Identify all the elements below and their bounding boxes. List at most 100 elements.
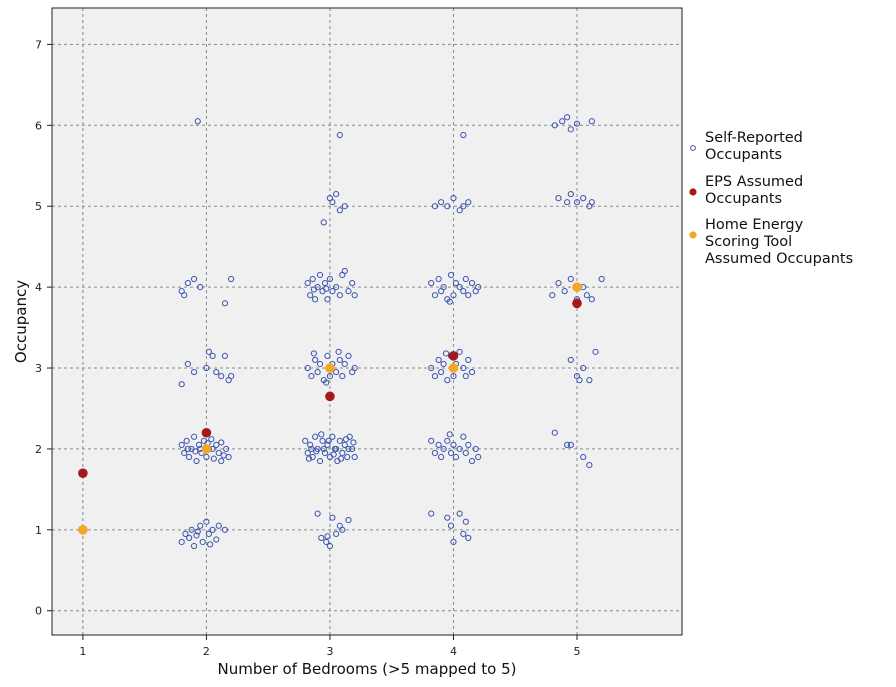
self-reported-point: [567, 126, 574, 133]
self-reported-point: [580, 453, 587, 461]
self-reported-point: [190, 275, 198, 283]
self-reported-point: [580, 195, 587, 202]
self-reported-point: [431, 373, 439, 380]
self-reported-point: [586, 462, 593, 469]
self-reported-point: [444, 377, 451, 384]
self-reported-point: [336, 292, 343, 299]
self-reported-point: [321, 279, 329, 287]
self-reported-point: [460, 530, 467, 537]
self-reported-point: [184, 360, 191, 368]
self-reported-point: [452, 279, 460, 287]
self-reported-point: [580, 364, 587, 372]
self-reported-point: [326, 542, 334, 550]
self-reported-point: [456, 510, 463, 517]
self-reported-point: [341, 360, 348, 368]
self-reported-point: [314, 510, 321, 517]
self-reported-point: [450, 373, 457, 380]
self-reported-point: [308, 373, 315, 380]
self-reported-point: [447, 449, 455, 457]
self-reported-point: [435, 441, 442, 448]
self-reported-point: [195, 441, 203, 448]
eps-assumed-point: [572, 298, 582, 309]
self-reported-point: [460, 131, 467, 139]
legend-label: Home Energy: [705, 217, 804, 233]
y-tick-label: 2: [35, 443, 42, 456]
self-reported-point: [438, 199, 445, 206]
self-reported-point: [309, 275, 316, 283]
self-reported-point: [333, 284, 340, 291]
self-reported-point: [428, 510, 435, 517]
x-axis-label: Number of Bedrooms (>5 mapped to 5): [218, 660, 517, 678]
self-reported-point: [197, 522, 204, 529]
self-reported-point: [351, 292, 358, 299]
y-tick-label: 7: [35, 38, 42, 51]
self-reported-point: [186, 534, 193, 542]
self-reported-point: [341, 203, 348, 210]
self-reported-point: [178, 538, 185, 546]
self-reported-point: [221, 352, 229, 359]
self-reported-point: [183, 437, 190, 444]
self-reported-point: [337, 455, 345, 462]
self-reported-point: [345, 445, 352, 453]
hes-assumed-point: [325, 363, 335, 373]
self-reported-point: [567, 356, 574, 364]
self-reported-point: [312, 433, 319, 440]
self-reported-point: [339, 373, 346, 380]
hes-assumed-point: [448, 363, 459, 373]
hes-assumed-point: [201, 444, 212, 454]
self-reported-point: [450, 292, 457, 299]
self-reported-point: [345, 288, 352, 295]
self-reported-point: [329, 199, 336, 206]
self-reported-point: [304, 449, 311, 457]
self-reported-point: [339, 526, 346, 533]
self-reported-point: [351, 453, 358, 461]
self-reported-point: [182, 530, 189, 537]
self-reported-point: [209, 526, 216, 533]
self-reported-point: [307, 441, 314, 448]
self-reported-point: [321, 449, 329, 457]
self-reported-point: [218, 439, 225, 446]
self-reported-point: [336, 131, 343, 139]
self-reported-point: [442, 350, 450, 357]
self-reported-point: [345, 352, 352, 359]
self-reported-point: [178, 441, 185, 448]
self-reported-point: [588, 296, 595, 303]
self-reported-point: [323, 538, 330, 546]
self-reported-point: [193, 532, 200, 539]
self-reported-point: [184, 445, 191, 453]
self-reported-point: [325, 437, 332, 444]
self-reported-point: [326, 373, 334, 380]
self-reported-point: [310, 350, 317, 357]
self-reported-point: [559, 118, 566, 125]
self-reported-point: [221, 300, 229, 307]
self-reported-point: [307, 292, 314, 299]
self-reported-point: [194, 118, 201, 125]
self-reported-point: [465, 534, 472, 542]
self-reported-point: [573, 120, 581, 127]
self-reported-point: [551, 122, 558, 129]
self-reported-point: [228, 275, 235, 283]
self-reported-point: [210, 455, 217, 462]
self-reported-point: [428, 279, 435, 287]
self-reported-point: [336, 437, 343, 444]
self-reported-point: [218, 457, 225, 465]
self-reported-point: [452, 453, 460, 461]
self-reported-point: [468, 368, 476, 376]
self-reported-point: [462, 518, 469, 525]
self-reported-point: [456, 348, 463, 355]
x-tick-label: 3: [326, 645, 333, 658]
self-reported-point: [308, 445, 315, 453]
legend-label: Occupants: [705, 191, 782, 207]
self-reported-point: [564, 199, 571, 206]
self-reported-point: [304, 279, 311, 287]
self-reported-point: [205, 348, 212, 355]
self-reported-point: [339, 449, 346, 457]
self-reported-point: [440, 360, 447, 368]
self-reported-point: [350, 439, 357, 446]
self-reported-point: [444, 437, 451, 444]
self-reported-point: [431, 203, 439, 210]
hes-assumed-point: [572, 282, 582, 292]
self-reported-point: [551, 429, 558, 436]
self-reported-point: [475, 284, 482, 291]
